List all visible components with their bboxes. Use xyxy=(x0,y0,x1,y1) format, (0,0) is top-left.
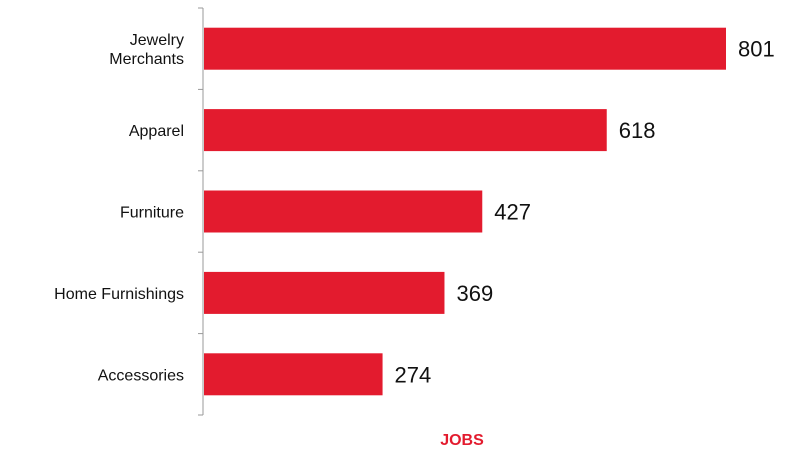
category-label: Furniture xyxy=(120,205,184,222)
category-label: Jewelry xyxy=(130,32,184,49)
bar-value-label: 801 xyxy=(738,37,775,62)
bar-value-label: 369 xyxy=(456,281,493,306)
value-labels: 801 618 427 369 274 xyxy=(395,37,775,388)
bar-value-label: 274 xyxy=(395,362,432,387)
bars-layer xyxy=(204,27,726,396)
bar xyxy=(204,190,483,233)
bar xyxy=(204,27,726,70)
bar-value-label: 618 xyxy=(619,118,656,143)
category-label: Home Furnishings xyxy=(54,286,184,303)
y-axis xyxy=(198,7,204,416)
category-label: Accessories xyxy=(98,367,184,384)
category-label: Apparel xyxy=(129,123,184,140)
category-label: Merchants xyxy=(109,51,184,68)
bar-value-label: 427 xyxy=(494,200,531,225)
bar xyxy=(204,353,383,396)
bar xyxy=(204,271,445,314)
bar xyxy=(204,109,607,152)
category-labels: Jewelry Merchants Apparel Furniture Home Fur… xyxy=(54,32,184,384)
x-axis-label: JOBS xyxy=(440,432,484,449)
